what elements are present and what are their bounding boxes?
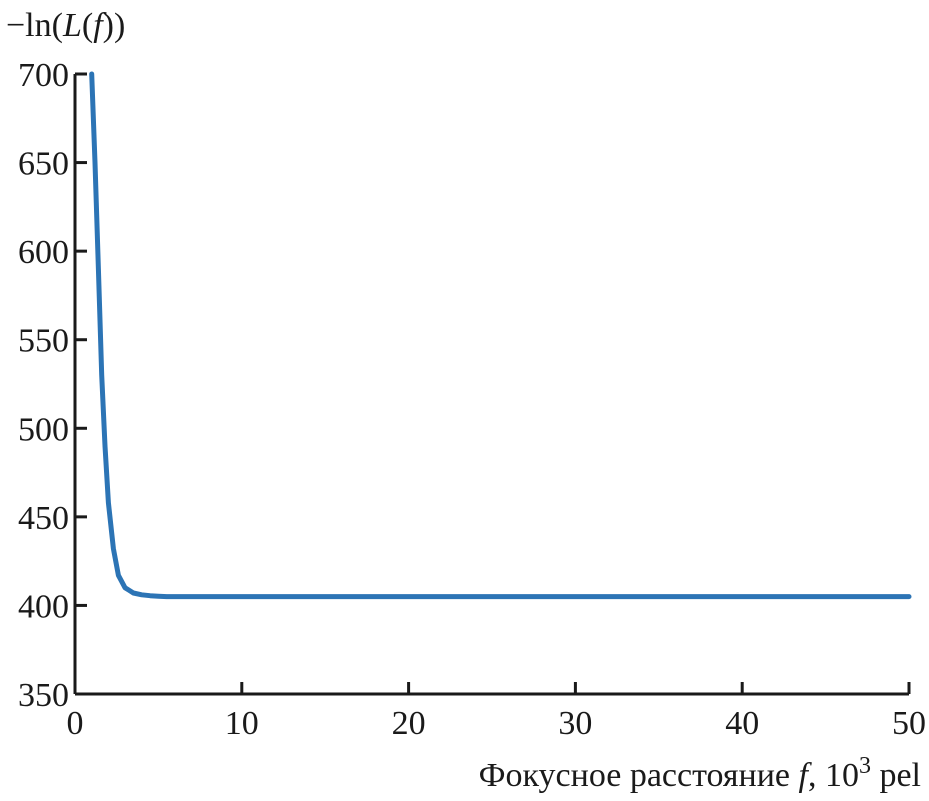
y-tick-label: 650	[18, 146, 69, 183]
y-tick-label: 500	[18, 411, 69, 448]
y-tick-label: 350	[18, 677, 69, 714]
y-ticks: 350 400 450 500 550 600 650 700	[18, 57, 87, 714]
axes	[73, 74, 909, 696]
x-tick-label: 50	[892, 705, 926, 742]
y-axis-title-open: (	[82, 7, 93, 44]
x-tick-label: 20	[392, 705, 426, 742]
y-tick-label: 400	[18, 588, 69, 625]
y-tick-label: 700	[18, 57, 69, 94]
series-layer	[89, 71, 912, 600]
y-axis-title-close: ))	[103, 7, 126, 44]
svg-text:−ln(L(f)): −ln(L(f))	[6, 7, 125, 44]
y-tick-label: 450	[18, 500, 69, 537]
x-tick-label: 40	[725, 705, 759, 742]
x-axis-title-exp: 3	[859, 753, 871, 779]
x-tick-label: 0	[67, 705, 84, 742]
x-tick-label: 30	[558, 705, 592, 742]
y-tick-label: 600	[18, 234, 69, 271]
x-axis-title-comma: , 10	[808, 757, 859, 794]
svg-text:Фокусное расстояние f, 103 pel: Фокусное расстояние f, 103 pel	[479, 753, 921, 794]
x-axis-title-unit: pel	[871, 757, 921, 794]
y-axis-title-var: L	[62, 7, 82, 44]
x-tick-label: 10	[225, 705, 259, 742]
y-axis-title-prefix: −ln(	[6, 7, 63, 44]
x-ticks: 0 10 20 30 40 50	[67, 682, 926, 742]
y-tick-label: 550	[18, 323, 69, 360]
x-axis-title-text: Фокусное расстояние	[479, 757, 799, 794]
y-axis-title: −ln(L(f))	[6, 7, 125, 44]
x-axis-title: Фокусное расстояние f, 103 pel	[479, 753, 921, 794]
series-line	[89, 71, 912, 600]
